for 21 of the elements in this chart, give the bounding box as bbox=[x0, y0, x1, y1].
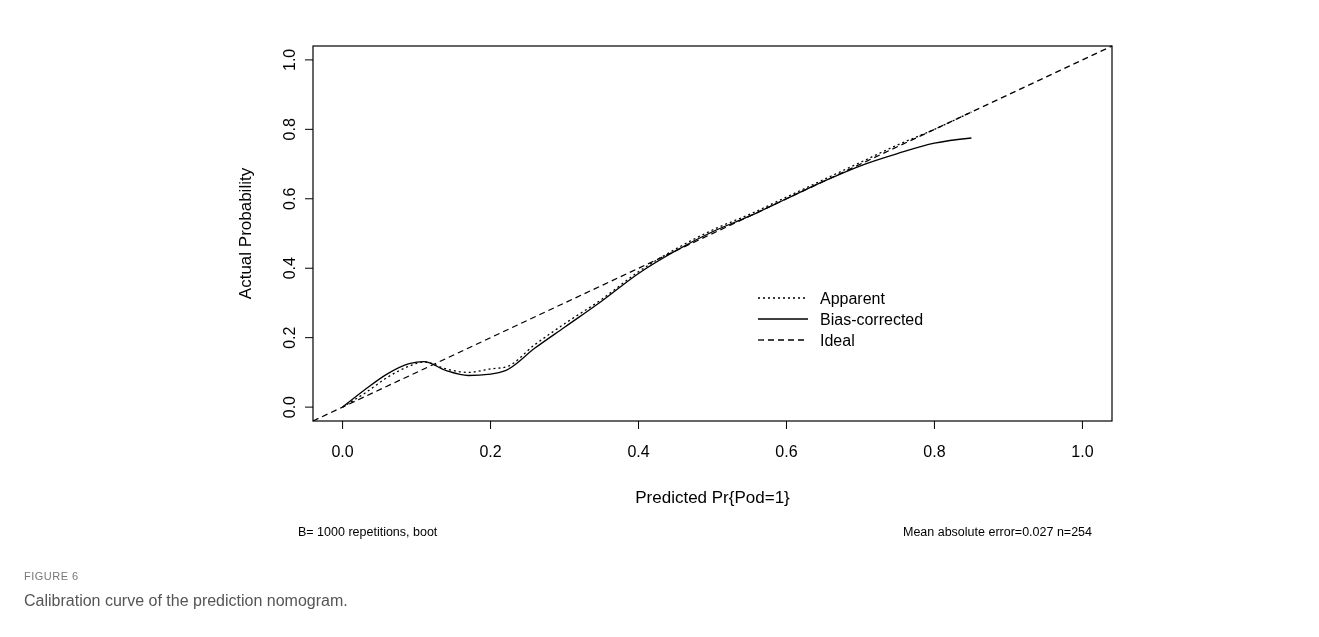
y-tick-label: 0.0 bbox=[281, 395, 298, 419]
x-tick-label: 0.6 bbox=[775, 443, 798, 460]
x-tick-label: 1.0 bbox=[1071, 443, 1094, 460]
y-axis-title: Actual Probability bbox=[236, 167, 255, 300]
text: FIGURE 6 bbox=[24, 570, 79, 582]
legend-label: Apparent bbox=[820, 290, 886, 307]
x-axis-title: Predicted Pr{Pod=1} bbox=[635, 488, 791, 507]
x-tick-label: 0.4 bbox=[627, 443, 650, 460]
legend-label: Ideal bbox=[820, 332, 855, 349]
x-tick-label: 0.2 bbox=[479, 443, 502, 460]
y-tick-label: 0.6 bbox=[281, 187, 298, 210]
text: Mean absolute error=0.027 n=254 bbox=[902, 525, 1093, 539]
y-tick-label: 1.0 bbox=[281, 48, 298, 72]
x-tick-label: 0.0 bbox=[331, 443, 354, 460]
y-tick-label: 0.2 bbox=[281, 326, 298, 349]
text: Calibration curve of the prediction nomogram. bbox=[24, 592, 348, 609]
legend-label: Bias-corrected bbox=[820, 311, 924, 328]
y-tick-label: 0.4 bbox=[281, 257, 298, 280]
text: B= 1000 repetitions, boot bbox=[298, 525, 438, 539]
x-tick-label: 0.8 bbox=[923, 443, 946, 460]
y-tick-label: 0.8 bbox=[281, 118, 298, 141]
